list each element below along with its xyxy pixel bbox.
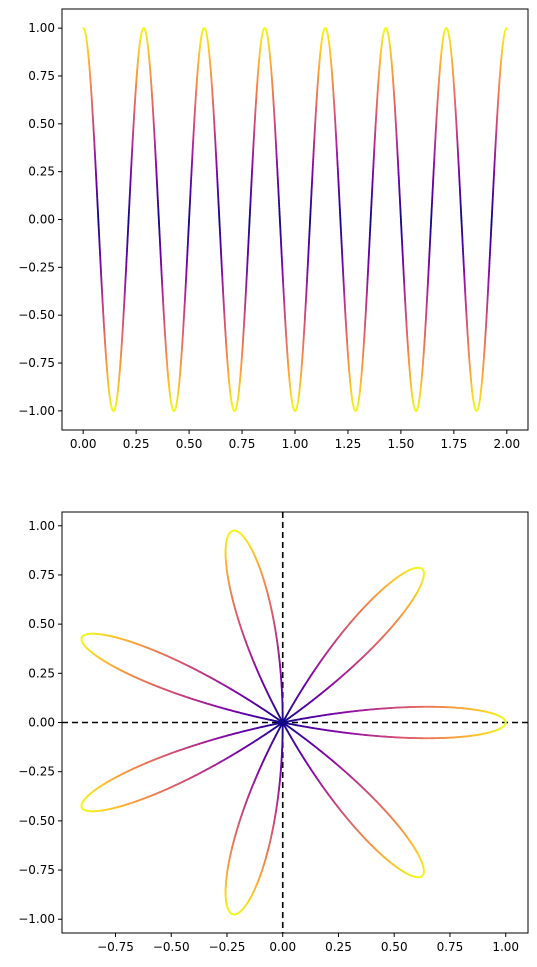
bottom-plot-area xyxy=(62,512,528,933)
bottom-series-curve xyxy=(80,529,507,916)
top-y-tick-label: 1.00 xyxy=(28,21,55,35)
top-y-tick-label: 0.50 xyxy=(28,117,55,131)
top-x-tick-label: 0.00 xyxy=(70,437,97,451)
top-y-tick-label: 0.25 xyxy=(28,165,55,179)
bottom-axes: −0.75 −0.50 −0.25 0.00 0.25 0.50 0.75 1.00 1.00… xyxy=(18,511,529,954)
top-y-ticks: 1.00 0.75 0.50 0.25 0.00 −0.25 −0.50 −0.75 −1.00 xyxy=(18,21,62,418)
top-x-tick-label: 0.75 xyxy=(229,437,256,451)
top-x-tick-label: 0.50 xyxy=(176,437,203,451)
top-x-tick-label: 1.50 xyxy=(388,437,415,451)
top-x-tick-label: 0.25 xyxy=(123,437,150,451)
top-x-ticks: 0.00 0.25 0.50 0.75 1.00 1.25 1.50 1.75 2.00 xyxy=(70,430,520,451)
top-series-curve xyxy=(82,27,508,412)
top-x-tick-label: 1.25 xyxy=(335,437,362,451)
top-axes: 0.00 0.25 0.50 0.75 1.00 1.25 1.50 1.75 2.00 1.0… xyxy=(18,8,529,451)
top-x-tick-label: 2.00 xyxy=(493,437,520,451)
top-y-tick-label: −0.75 xyxy=(18,356,55,370)
top-y-tick-label: −1.00 xyxy=(18,404,55,418)
top-y-tick-label: −0.50 xyxy=(18,308,55,322)
top-plot-area xyxy=(82,27,508,412)
top-y-tick-label: 0.75 xyxy=(28,69,55,83)
top-x-tick-label: 1.00 xyxy=(282,437,309,451)
top-y-tick-label: 0.00 xyxy=(28,213,55,227)
top-x-tick-label: 1.75 xyxy=(441,437,468,451)
top-axes-frame xyxy=(61,8,529,431)
top-y-tick-label: −0.25 xyxy=(18,260,55,274)
